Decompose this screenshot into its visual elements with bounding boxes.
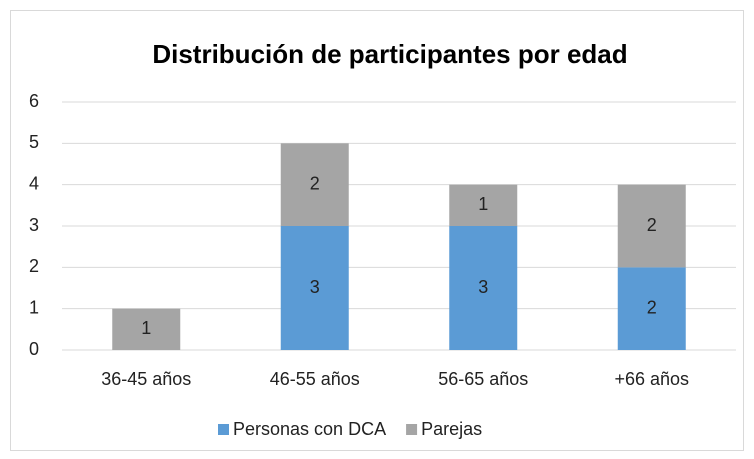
bar-segment — [449, 184, 518, 226]
bar-segment — [617, 267, 686, 350]
x-tick-label: +66 años — [614, 369, 689, 389]
legend-label: Personas con DCA — [233, 419, 386, 439]
legend-label: Parejas — [421, 419, 482, 439]
bar-segment — [112, 308, 181, 350]
bar-segment — [280, 226, 349, 350]
data-label: 3 — [478, 277, 488, 297]
y-tick-label: 3 — [29, 215, 39, 235]
data-label: 2 — [647, 297, 657, 317]
bar-segment — [449, 226, 518, 350]
data-label: 2 — [310, 173, 320, 193]
bar-segment — [280, 143, 349, 226]
y-tick-label: 5 — [29, 132, 39, 152]
legend-swatch — [218, 424, 229, 435]
y-tick-label: 1 — [29, 297, 39, 317]
data-label: 1 — [141, 318, 151, 338]
y-tick-label: 2 — [29, 256, 39, 276]
data-label: 2 — [647, 215, 657, 235]
x-tick-label: 56-65 años — [438, 369, 528, 389]
y-tick-label: 0 — [29, 339, 39, 359]
legend-swatch — [406, 424, 418, 435]
x-tick-label: 36-45 años — [101, 369, 191, 389]
data-label: 3 — [310, 277, 320, 297]
bar-segment — [617, 184, 686, 268]
y-tick-label: 6 — [29, 91, 39, 111]
y-tick-label: 4 — [29, 173, 39, 193]
data-label: 1 — [478, 194, 488, 214]
x-tick-label: 46-55 años — [270, 369, 360, 389]
chart-title: Distribución de participantes por edad — [152, 39, 627, 69]
